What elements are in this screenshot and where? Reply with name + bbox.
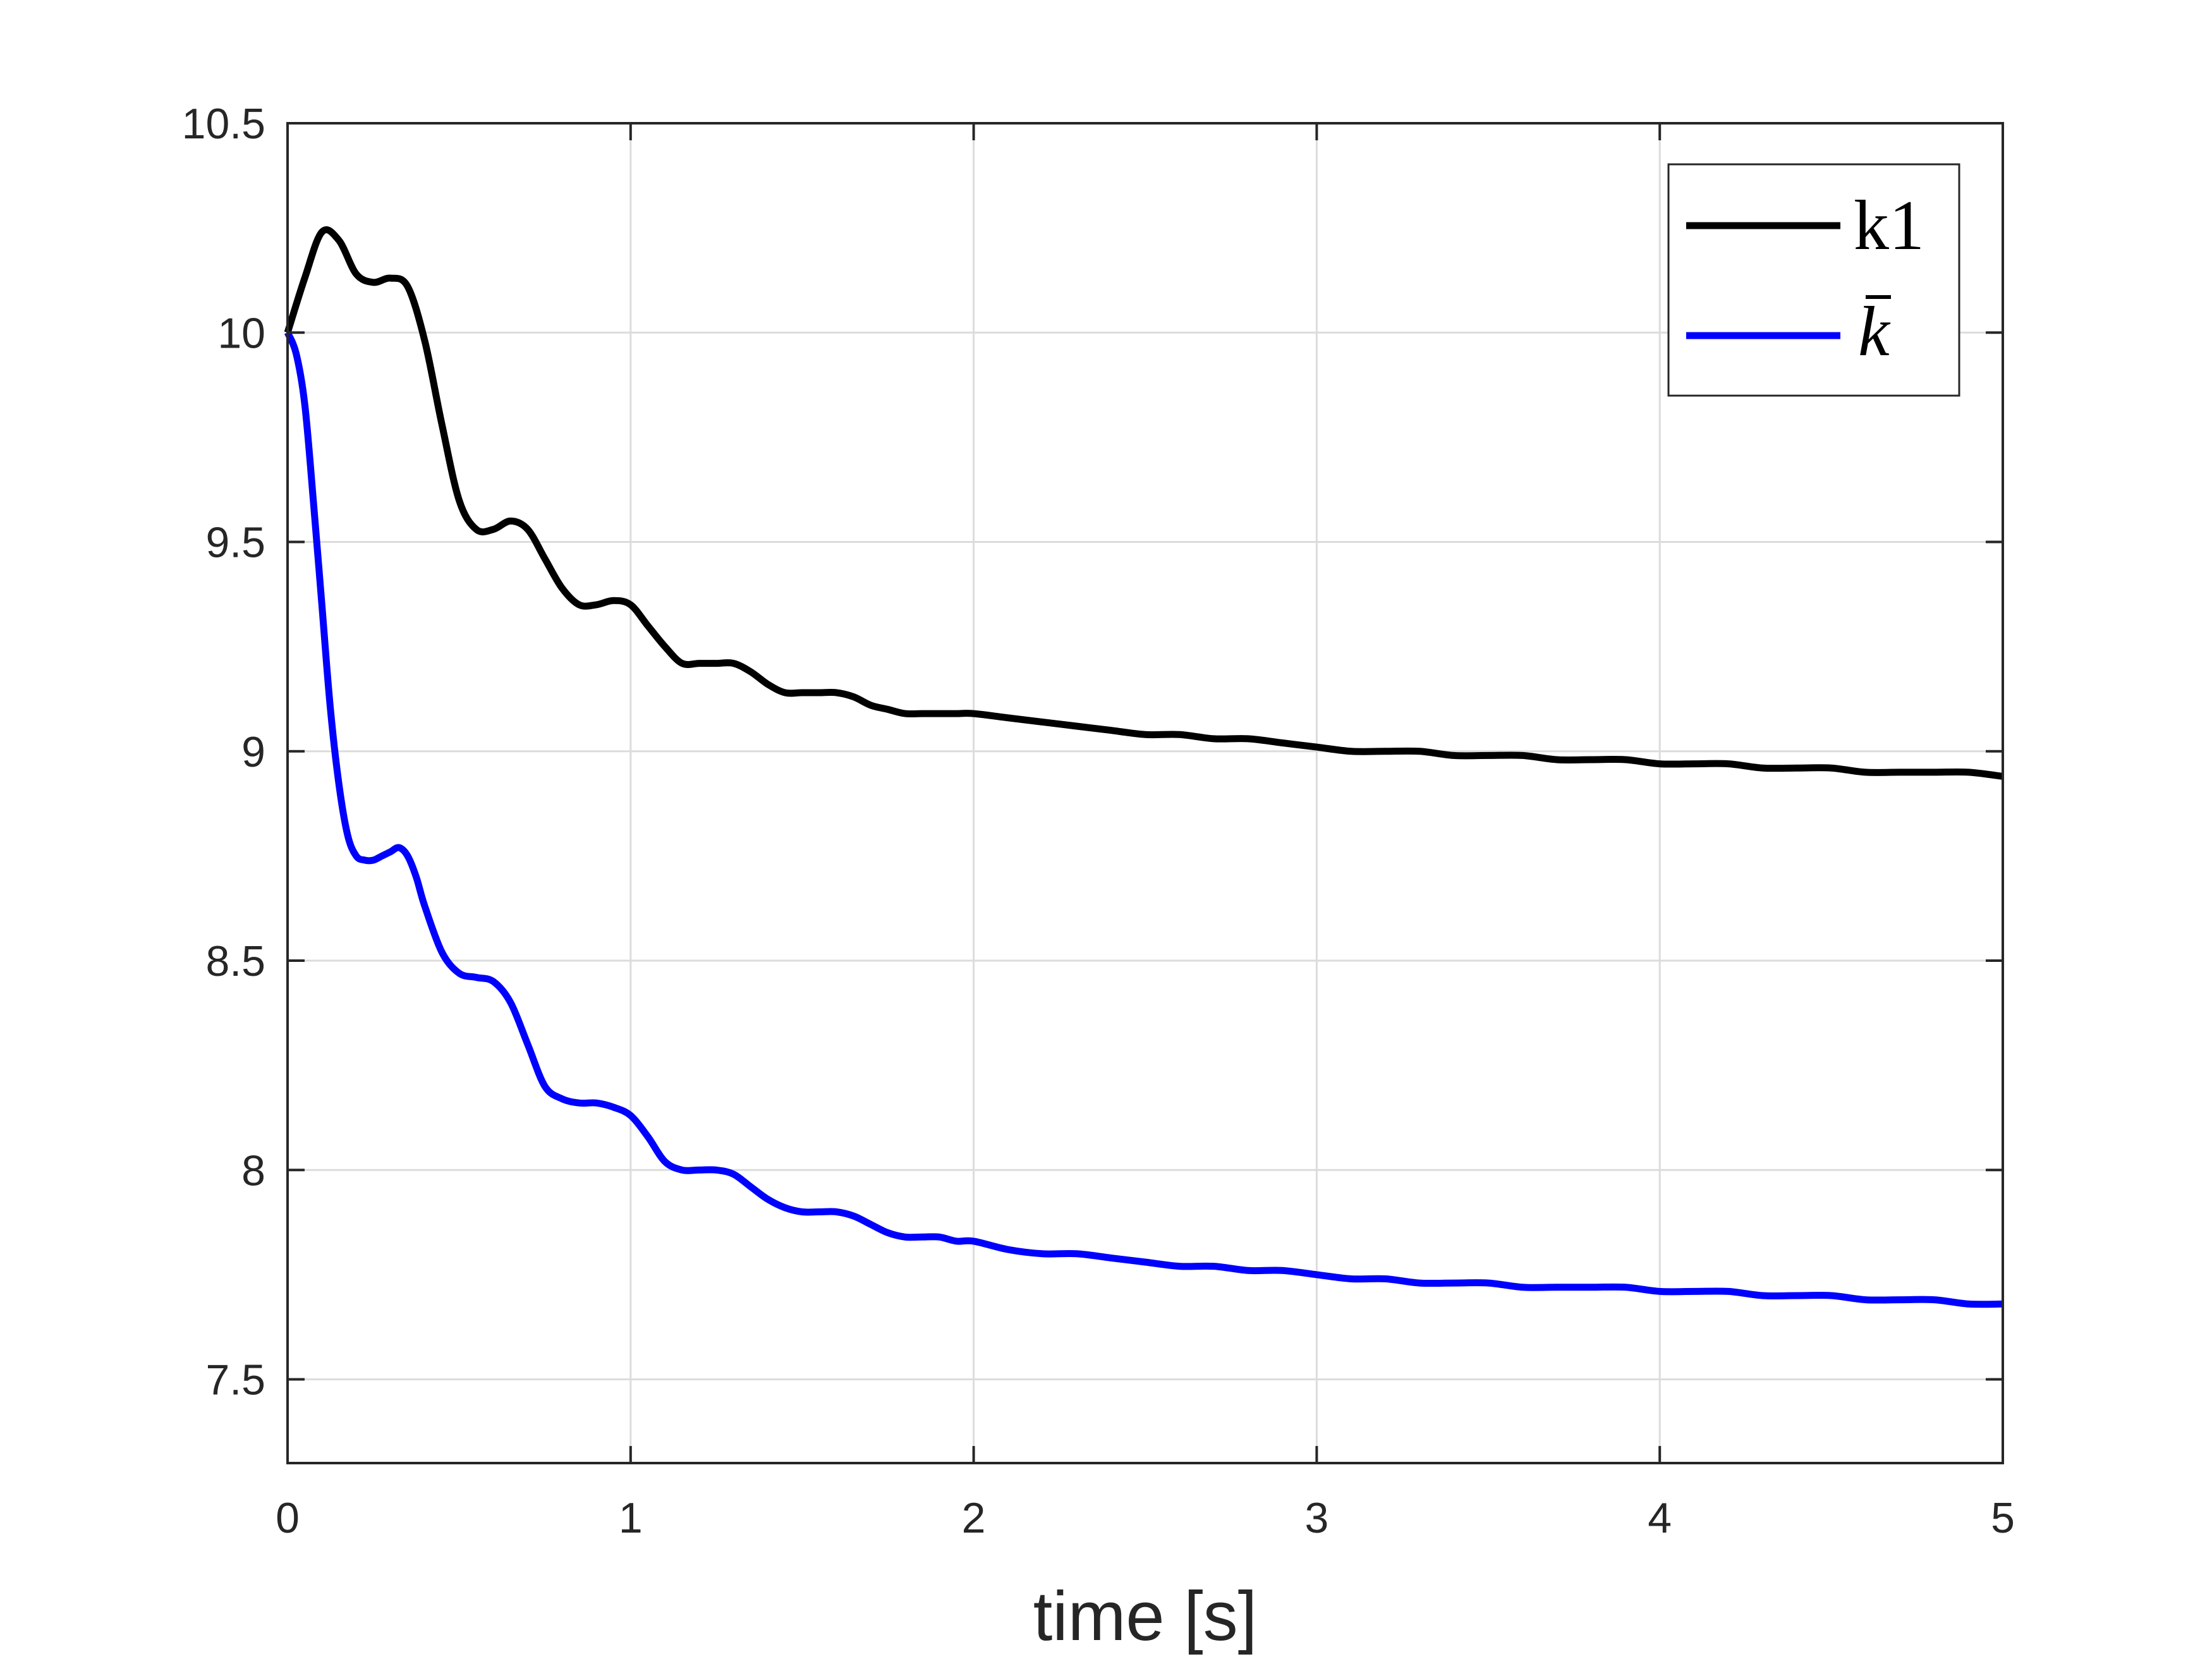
axes-box (286, 122, 2004, 1464)
y-tick-label: 9.5 (205, 519, 265, 567)
y-tick-label: 10 (217, 309, 265, 357)
y-tick-label: 10.5 (182, 100, 265, 148)
x-tick-label: 1 (619, 1494, 643, 1542)
x-tick-label: 4 (1648, 1494, 1672, 1542)
x-axis-title: time [s] (1033, 1577, 1258, 1655)
x-tick-label: 0 (276, 1494, 300, 1542)
y-tick-label: 9 (241, 728, 265, 776)
series-lines (284, 226, 2003, 1308)
legend-box (1667, 163, 1960, 397)
x-tick-label: 3 (1304, 1494, 1328, 1542)
legend-kbar-label: k (1858, 293, 1891, 371)
axis-ticks (286, 122, 2004, 1463)
series-kbar-line (284, 331, 2003, 1308)
x-tick-label: 5 (1991, 1494, 2015, 1542)
y-tick-label: 8.5 (205, 937, 265, 985)
x-tick-label: 2 (962, 1494, 986, 1542)
y-tick-label: 7.5 (205, 1356, 265, 1404)
grid-lines (288, 123, 2003, 1463)
x-tick-labels: 0 1 2 3 4 5 (276, 1494, 2015, 1542)
y-tick-label: 8 (241, 1146, 265, 1194)
y-tick-labels: 7.5 8 8.5 9 9.5 10 10.5 (182, 100, 265, 1404)
legend: k1 k (1667, 163, 1960, 397)
series-k1-line (284, 226, 2003, 780)
legend-k1-label: k1 (1854, 186, 1924, 265)
